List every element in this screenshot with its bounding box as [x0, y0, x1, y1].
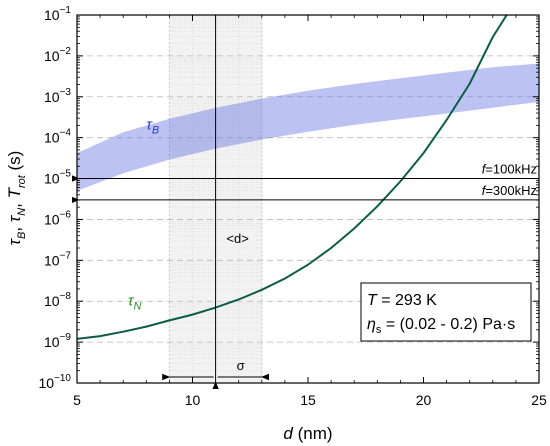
- sigma-label: σ: [237, 358, 245, 373]
- y-tick-label: 10−5: [44, 169, 71, 187]
- y-tick-label: 10−9: [44, 332, 71, 350]
- mean-d-label-bg: [218, 228, 257, 247]
- y-tick-exponent: −1: [60, 5, 72, 16]
- info-temperature-value: = 293 K: [377, 292, 437, 309]
- y-tick-exponent: −8: [60, 291, 72, 302]
- y-tick-exponent: −10: [54, 373, 71, 384]
- axis-layer: 10−1010−910−810−710−610−510−410−310−210−…: [38, 5, 547, 408]
- tau-n-curve: [76, 14, 508, 340]
- y-tick-exponent: −6: [60, 209, 72, 220]
- info-viscosity-symbol: η: [367, 316, 376, 333]
- x-axis-title-variable: d: [283, 424, 293, 443]
- x-axis-title-unit: (nm): [293, 424, 333, 443]
- x-tick-label: 5: [73, 392, 81, 408]
- y-tick-base: 10: [44, 334, 60, 350]
- info-temperature-symbol: T: [367, 292, 378, 309]
- info-temperature: T = 293 K: [367, 292, 437, 309]
- frequency-label: f=300kHz: [482, 183, 537, 198]
- y-tick-base: 10: [44, 130, 60, 146]
- x-tick-label: 20: [416, 392, 432, 408]
- info-box: [360, 282, 532, 342]
- x-axis-title: d (nm): [283, 424, 332, 443]
- frequency-label-symbol: f: [482, 162, 487, 177]
- x-tick-label: 25: [531, 392, 547, 408]
- mean-d-label: <d>: [226, 231, 248, 246]
- x-tick-label: 15: [300, 392, 316, 408]
- info-viscosity-value: = (0.02 - 0.2) Pa·s: [381, 316, 515, 333]
- frequency-label: f=100kHz: [482, 162, 537, 177]
- frequency-label-value: =300kHz: [485, 183, 537, 198]
- y-tick-label: 10−4: [44, 128, 71, 146]
- y-tick-base: 10: [44, 252, 60, 268]
- y-tick-exponent: −9: [60, 332, 72, 343]
- info-viscosity: ηs = (0.02 - 0.2) Pa·s: [367, 316, 515, 336]
- tau-b-label-subscript: B: [152, 124, 159, 136]
- y-tick-base: 10: [44, 293, 60, 309]
- frequency-label-value: =100kHz: [485, 162, 537, 177]
- tau-b-label: τB: [146, 116, 159, 136]
- y-axis-title: τB, τN, Trot (s): [5, 151, 28, 246]
- tau-b-label-symbol: τ: [146, 116, 153, 133]
- tau-n-label-subscript: N: [133, 300, 141, 312]
- y-tick-exponent: −7: [60, 250, 72, 261]
- x-tick-label: 10: [185, 392, 201, 408]
- y-tick-exponent: −4: [60, 128, 72, 139]
- y-tick-label: 10−3: [44, 87, 71, 105]
- tau-n-label-symbol: τ: [128, 292, 135, 309]
- y-tick-exponent: −3: [60, 87, 72, 98]
- y-tick-label: 10−6: [44, 209, 71, 227]
- tau-b-band: [77, 63, 539, 191]
- frequency-label-symbol: f: [482, 183, 487, 198]
- info-viscosity-subscript: s: [376, 324, 382, 336]
- y-tick-base: 10: [44, 48, 60, 64]
- y-tick-exponent: −2: [60, 46, 72, 57]
- y-tick-base: 10: [44, 211, 60, 227]
- y-tick-label: 10−2: [44, 46, 71, 64]
- y-tick-label: 10−8: [44, 291, 71, 309]
- y-tick-base: 10: [38, 375, 54, 391]
- y-tick-base: 10: [44, 171, 60, 187]
- y-tick-label: 10−7: [44, 250, 71, 268]
- y-tick-label: 10−10: [38, 373, 71, 391]
- y-tick-label: 10−1: [44, 5, 71, 23]
- y-tick-base: 10: [44, 7, 60, 23]
- tau-n-label: τN: [128, 292, 142, 312]
- y-tick-base: 10: [44, 89, 60, 105]
- y-tick-exponent: −5: [60, 169, 72, 180]
